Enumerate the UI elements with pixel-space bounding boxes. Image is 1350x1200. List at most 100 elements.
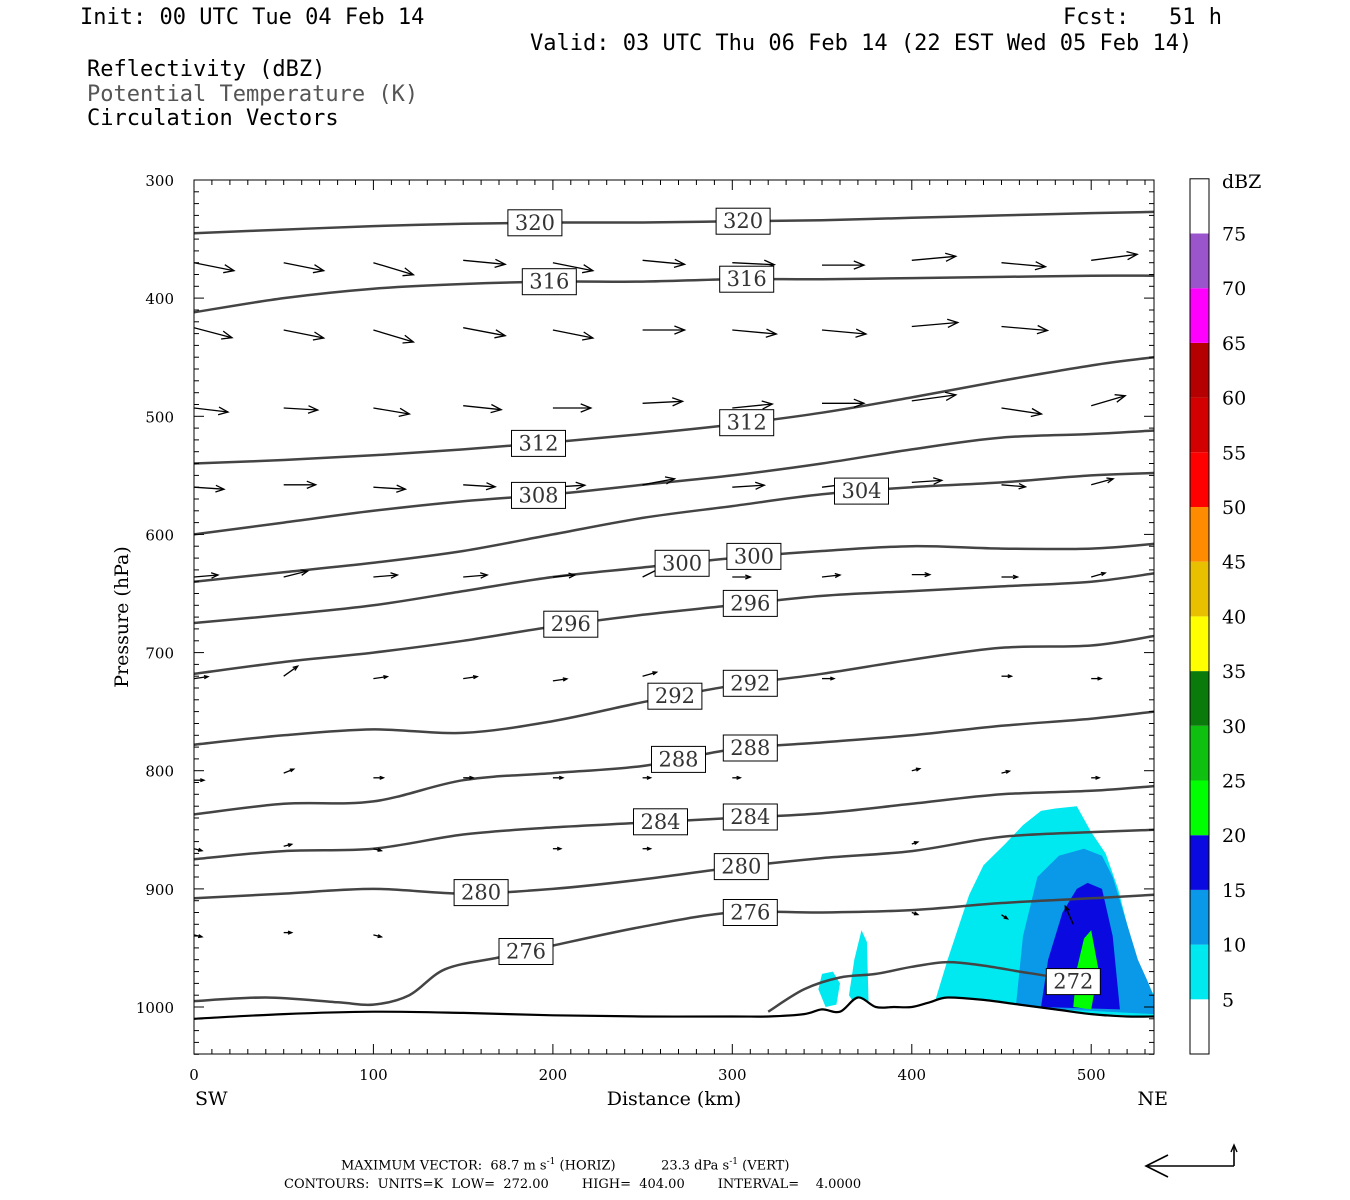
vector-head (287, 843, 294, 848)
reference-vector-icon (1144, 1143, 1238, 1178)
circulation-vector (373, 674, 390, 680)
vector-head (947, 318, 960, 328)
y-tick-label: 700 (145, 645, 174, 663)
vector-shaft (1001, 262, 1046, 268)
circulation-vector (642, 671, 659, 677)
vector-head (312, 331, 326, 341)
circulation-vector (1091, 394, 1127, 407)
circulation-vector (911, 767, 922, 772)
vector-head (558, 775, 565, 780)
ne-end-label: NE (1138, 1088, 1169, 1110)
vector-head (398, 407, 412, 418)
theta-contour-line (194, 471, 1154, 583)
theta-contour-line (194, 274, 1154, 314)
colorbar-segment (1190, 178, 1209, 234)
circulation-vector (194, 778, 206, 783)
vector-shaft (821, 574, 841, 578)
circulation-vector (463, 572, 489, 579)
circulation-vector (283, 405, 320, 414)
vector-head (924, 571, 932, 578)
circulation-vector (552, 403, 593, 413)
circulation-vector (373, 262, 416, 277)
vert-unit-exponent: -1 (729, 1157, 739, 1167)
vector-shaft (463, 327, 506, 337)
vector-head (1018, 483, 1028, 490)
circulation-vector (373, 775, 386, 780)
vector-head (197, 847, 204, 852)
vector-head (913, 911, 920, 916)
circulation-vector (283, 262, 326, 274)
colorbar-segment (1190, 944, 1209, 1000)
vector-shaft (194, 675, 209, 680)
vector-shaft (463, 574, 488, 578)
circulation-vector (1091, 676, 1103, 681)
colorbar-segment (1190, 780, 1209, 836)
vector-head (377, 934, 384, 939)
colorbar-tick-label: 30 (1222, 716, 1246, 738)
circulation-vector (821, 572, 842, 579)
circulation-vector (1001, 483, 1028, 490)
colorbar-tick-label: 35 (1222, 661, 1246, 683)
vector-shaft (1091, 253, 1138, 261)
contour-label: 300 (734, 544, 774, 568)
circulation-vector (911, 571, 932, 578)
circulation-vector (194, 262, 236, 274)
vector-head (1097, 676, 1103, 681)
y-tick-label: 300 (145, 172, 174, 190)
x-tick-label: 400 (897, 1066, 926, 1084)
contour-label: 300 (662, 551, 702, 575)
vector-head (480, 572, 489, 579)
horiz-unit-exponent: -1 (546, 1157, 556, 1167)
circulation-vector (642, 846, 653, 851)
vector-head (215, 484, 226, 493)
vector-head (292, 665, 300, 671)
vector-head (490, 403, 503, 414)
field-label-reflectivity: Reflectivity (dBZ) (87, 57, 326, 82)
vector-shaft (463, 405, 502, 411)
circulation-vector (911, 318, 960, 328)
vector-shaft (552, 574, 575, 578)
vector-shaft (732, 484, 765, 488)
vector-shaft (373, 486, 406, 490)
contour-label: 284 (640, 810, 680, 834)
circulation-vector (194, 674, 210, 680)
vector-head (306, 480, 318, 490)
circulation-vector (373, 934, 384, 939)
vector-shaft (642, 400, 683, 404)
terrain-fill (194, 997, 1154, 1054)
vector-head (307, 405, 320, 414)
x-tick-label: 100 (359, 1066, 388, 1084)
vector-shaft (283, 407, 318, 411)
circulation-vector (911, 477, 944, 485)
vector-shaft (552, 262, 594, 272)
circulation-vector (1001, 914, 1009, 920)
circulation-vector (1091, 250, 1139, 261)
vector-head (494, 258, 507, 269)
vector-head (646, 775, 653, 780)
vector-shaft (373, 262, 414, 276)
contour-label: 272 (1053, 970, 1093, 994)
vector-head (830, 676, 836, 681)
vector-head (664, 476, 677, 485)
vector-head (1012, 574, 1020, 580)
contour-label-box (719, 409, 775, 437)
vector-shaft (373, 574, 398, 578)
colorbar-tick-label: 70 (1222, 278, 1246, 300)
field-label-theta: Potential Temperature (K) (87, 82, 419, 107)
contour-label: 288 (658, 747, 698, 771)
circulation-vector (732, 574, 753, 580)
vector-head (581, 331, 595, 341)
circulation-vector (373, 847, 384, 852)
vector-shaft (463, 484, 496, 488)
y-tick-label: 900 (145, 881, 174, 899)
vector-head (472, 674, 479, 680)
vector-head (210, 572, 220, 579)
vector-shaft (194, 327, 233, 339)
vector-head (197, 934, 204, 939)
contour-label: 312 (727, 411, 767, 435)
contour-label-box (654, 549, 710, 577)
vector-head (396, 484, 408, 493)
valid-time-label: Valid: 03 UTC Thu 06 Feb 14 (22 EST Wed … (530, 31, 1193, 56)
contour-label-box (633, 808, 688, 836)
vector-shaft (283, 570, 308, 578)
